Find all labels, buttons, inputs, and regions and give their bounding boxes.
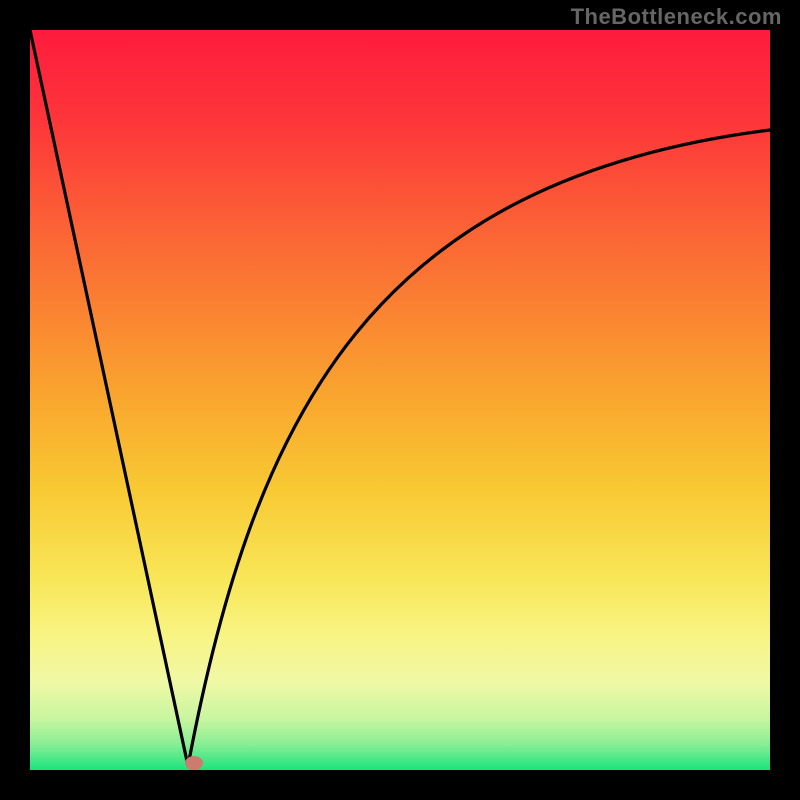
plot-frame xyxy=(30,30,770,770)
watermark-text: TheBottleneck.com xyxy=(571,4,782,30)
optimal-point-marker xyxy=(185,756,203,770)
bottleneck-curve-plot xyxy=(30,30,770,770)
gradient-background xyxy=(30,30,770,770)
chart-container: TheBottleneck.com xyxy=(0,0,800,800)
